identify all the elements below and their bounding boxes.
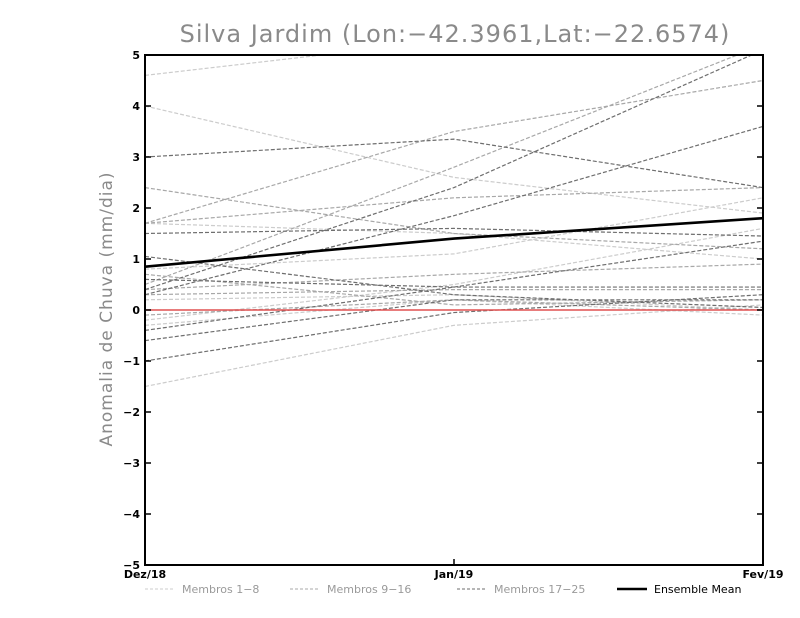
- series-line-21: [145, 255, 763, 309]
- series-line-9: [145, 79, 763, 224]
- series-line-17: [145, 138, 763, 189]
- legend-membros-1-8: Membros 1−8: [145, 583, 259, 596]
- series-line-20: [145, 227, 763, 237]
- y-tick-label: 3: [132, 151, 140, 164]
- series-line-24: [145, 299, 763, 342]
- y-axis-label: Anomalia de Chuva (mm/dia): [97, 171, 117, 446]
- y-tick-label: −5: [123, 559, 140, 572]
- y-tick-label: 0: [132, 304, 140, 317]
- series-line-4: [145, 294, 763, 311]
- series-line-23: [145, 240, 763, 331]
- series-line-14: [145, 273, 763, 306]
- legend-membros-17-25: Membros 17−25: [457, 583, 585, 596]
- series-layer: [145, 55, 763, 388]
- series-line-3: [145, 197, 763, 270]
- y-tick-label: 1: [132, 253, 140, 266]
- x-tick-label: Dez/18: [124, 568, 166, 581]
- series-line-19: [145, 125, 763, 296]
- y-tick-label: −2: [123, 406, 140, 419]
- ensemble-mean-line: [145, 216, 763, 268]
- series-line-12: [145, 55, 739, 286]
- legend-membros-9-16-label: Membros 9−16: [327, 583, 411, 596]
- x-tick-label: Fev/19: [742, 568, 783, 581]
- y-tick-label: 5: [132, 49, 140, 62]
- x-tick-label: Jan/19: [434, 568, 474, 581]
- series-line-7: [145, 304, 763, 388]
- legend-ensemble-mean-label: Ensemble Mean: [654, 583, 741, 596]
- y-tick-label: 4: [132, 100, 140, 113]
- legend-membros-1-8-label: Membros 1−8: [182, 583, 259, 596]
- ensemble-mean-layer: [145, 216, 763, 268]
- series-line-25: [145, 294, 763, 362]
- series-line-5: [145, 227, 763, 321]
- legend-membros-9-16: Membros 9−16: [290, 583, 411, 596]
- y-tick-label: −3: [123, 457, 140, 470]
- series-line-11: [145, 187, 763, 224]
- x-axis-ticks: Dez/18 Jan/19 Fev/19: [124, 559, 784, 581]
- chart-title: Silva Jardim (Lon:−42.3961,Lat:−22.6574): [180, 20, 731, 48]
- y-tick-label: 2: [132, 202, 140, 215]
- y-axis-ticks: 5 4 3 2 1 0 −1 −2 −3 −4 −5: [123, 49, 763, 572]
- legend: Membros 1−8 Membros 9−16 Membros 17−25 Ense…: [145, 583, 741, 596]
- series-line-15: [145, 289, 763, 296]
- y-tick-label: −4: [123, 508, 140, 521]
- series-line-10: [145, 187, 763, 250]
- series-line-2: [145, 105, 763, 214]
- y-tick-label: −1: [123, 355, 140, 368]
- series-line-1: [145, 55, 327, 76]
- legend-membros-17-25-label: Membros 17−25: [494, 583, 585, 596]
- legend-ensemble-mean: Ensemble Mean: [617, 583, 741, 596]
- series-line-18: [145, 55, 754, 291]
